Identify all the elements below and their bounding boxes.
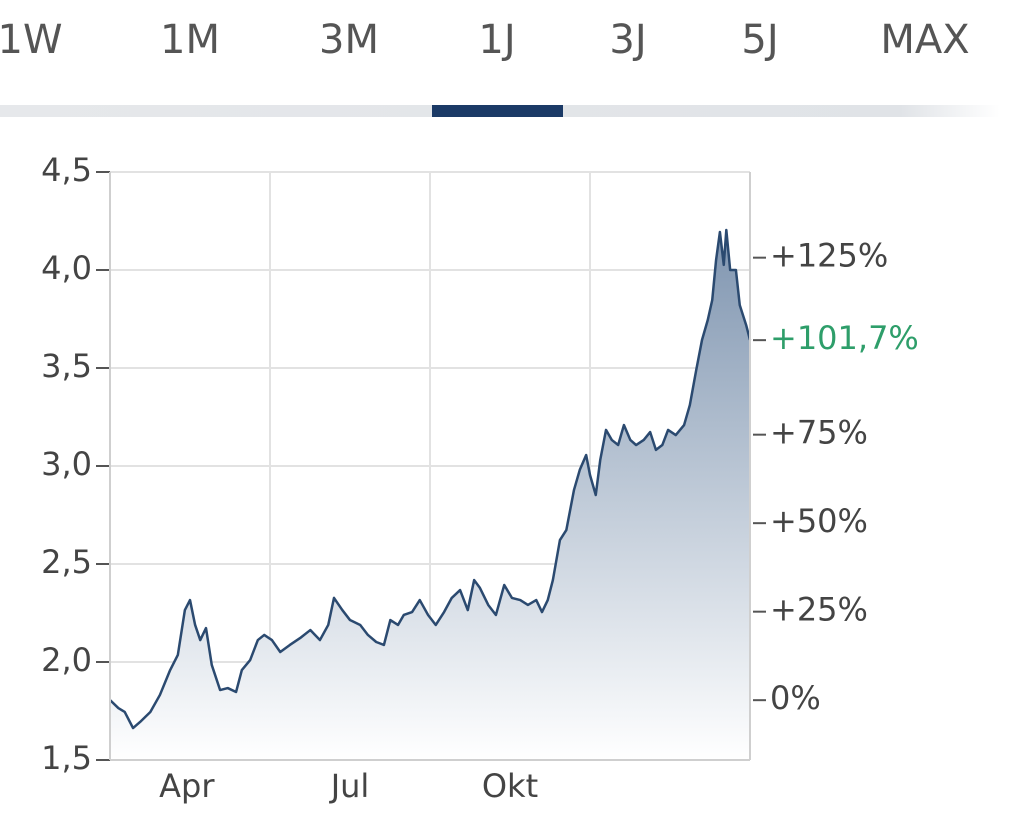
x-tick-label: Okt	[482, 767, 538, 805]
y2-tick-label: +25%	[770, 591, 868, 629]
y2-tick-label: +75%	[770, 414, 868, 452]
y-tick-label: 4,0	[41, 249, 92, 287]
tab-indicator	[432, 105, 563, 117]
y-tick-label: 1,5	[41, 739, 92, 777]
y-tick-label: 2,5	[41, 543, 92, 581]
tab[interactable]: MAX	[880, 17, 969, 63]
tab[interactable]: 3M	[319, 17, 379, 63]
y-tick-label: 2,0	[41, 641, 92, 679]
current-value-label: +101,7%	[770, 319, 919, 357]
tab[interactable]: 1W	[0, 17, 63, 63]
y2-tick-label: 0%	[770, 679, 821, 717]
x-tick-label: Apr	[159, 767, 215, 805]
tab[interactable]: 5J	[741, 17, 778, 63]
line	[109, 228, 752, 730]
tab[interactable]: 3J	[609, 17, 646, 63]
y-tick-label: 3,0	[41, 445, 92, 483]
x-tick-label: Jul	[329, 767, 370, 805]
y2-tick-label: +50%	[770, 502, 868, 540]
tab[interactable]: 1J	[478, 17, 515, 63]
tab[interactable]: 1M	[160, 17, 220, 63]
y2-tick-label: +125%	[770, 237, 888, 275]
y-tick-label: 4,5	[41, 151, 92, 189]
area	[110, 230, 750, 761]
y-tick-label: 3,5	[41, 347, 92, 385]
